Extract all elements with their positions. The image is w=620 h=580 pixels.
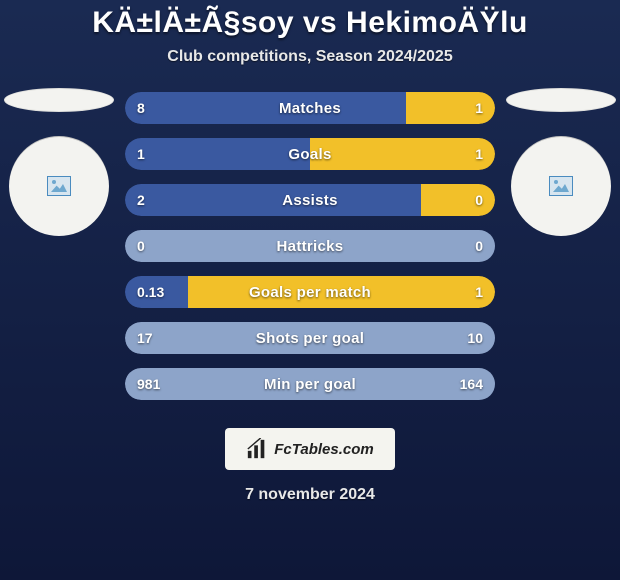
branding-badge: FcTables.com <box>225 428 395 470</box>
bar-right <box>310 138 495 170</box>
value-left: 981 <box>137 368 160 400</box>
value-right: 0 <box>475 230 483 262</box>
comparison-row: 981164Min per goal <box>125 368 495 400</box>
avatar-placeholder-right <box>511 136 611 236</box>
comparison-row: 20Assists <box>125 184 495 216</box>
bar-right <box>188 276 495 308</box>
comparison-canvas: KÄ±lÄ±Ã§soy vs HekimoÄŸlu Club competiti… <box>0 0 620 580</box>
comparison-row: 0.131Goals per match <box>125 276 495 308</box>
main-area: 81Matches11Goals20Assists00Hattricks0.13… <box>0 92 620 400</box>
value-right: 164 <box>460 368 483 400</box>
page-title: KÄ±lÄ±Ã§soy vs HekimoÄŸlu <box>0 6 620 40</box>
ellipse-left <box>4 88 114 112</box>
image-placeholder-icon <box>549 176 573 196</box>
player-left-decor <box>4 88 114 236</box>
ellipse-right <box>506 88 616 112</box>
bar-left <box>125 322 495 354</box>
bar-left <box>125 184 421 216</box>
bar-left <box>125 230 495 262</box>
value-right: 0 <box>475 184 483 216</box>
image-placeholder-icon <box>47 176 71 196</box>
comparison-row: 11Goals <box>125 138 495 170</box>
comparison-row: 1710Shots per goal <box>125 322 495 354</box>
value-right: 1 <box>475 276 483 308</box>
comparison-rows: 81Matches11Goals20Assists00Hattricks0.13… <box>125 92 495 400</box>
value-right: 1 <box>475 92 483 124</box>
value-left: 8 <box>137 92 145 124</box>
comparison-row: 81Matches <box>125 92 495 124</box>
value-right: 1 <box>475 138 483 170</box>
branding-text: FcTables.com <box>274 441 373 458</box>
bar-left <box>125 138 310 170</box>
value-left: 0 <box>137 230 145 262</box>
bar-chart-icon <box>246 438 268 460</box>
avatar-placeholder-left <box>9 136 109 236</box>
bar-left <box>125 92 406 124</box>
comparison-row: 00Hattricks <box>125 230 495 262</box>
player-right-decor <box>506 88 616 236</box>
bar-left <box>125 368 495 400</box>
value-left: 1 <box>137 138 145 170</box>
value-left: 0.13 <box>137 276 164 308</box>
footer-date: 7 november 2024 <box>0 486 620 504</box>
value-left: 17 <box>137 322 153 354</box>
bar-right <box>421 184 495 216</box>
value-right: 10 <box>467 322 483 354</box>
value-left: 2 <box>137 184 145 216</box>
page-subtitle: Club competitions, Season 2024/2025 <box>0 48 620 66</box>
